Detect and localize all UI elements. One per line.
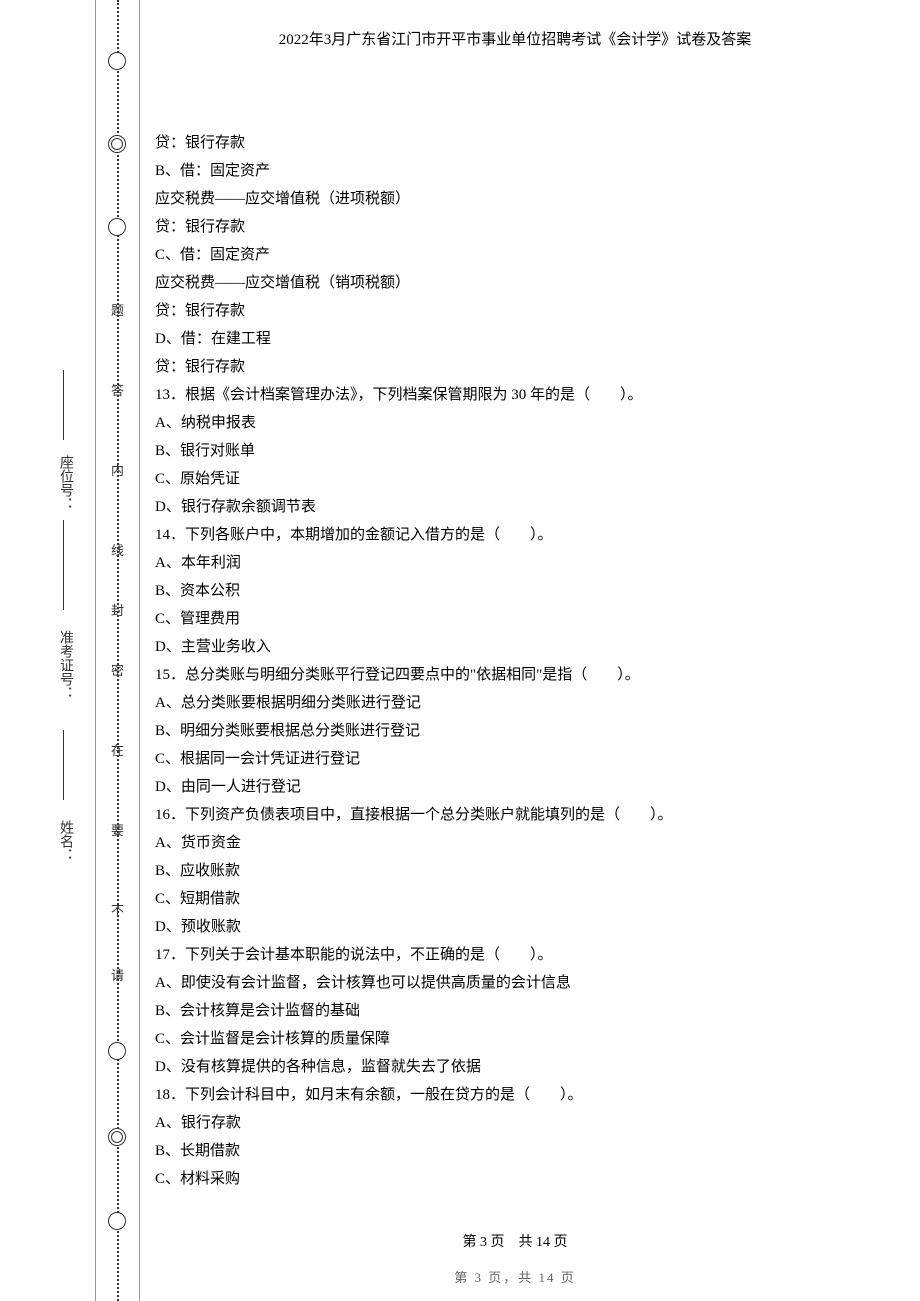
content-line: C、借：固定资产 [155,241,875,269]
content-line: 贷：银行存款 [155,297,875,325]
content-line: 13．根据《会计档案管理办法》，下列档案保管期限为 30 年的是（ ）。 [155,381,875,409]
content-line: A、总分类账要根据明细分类账进行登记 [155,689,875,717]
page-footer-1: 第 3 页 共 14 页 [155,1231,875,1251]
content-line: B、长期借款 [155,1137,875,1165]
content-line: D、预收账款 [155,913,875,941]
content-line: D、没有核算提供的各种信息，监督就失去了依据 [155,1053,875,1081]
content-line: B、资本公积 [155,577,875,605]
content-line: A、货币资金 [155,829,875,857]
content-line: B、银行对账单 [155,437,875,465]
content-line: A、本年利润 [155,549,875,577]
content-line: C、短期借款 [155,885,875,913]
side-label-seat: 座位号： [55,455,75,511]
content-line: 18．下列会计科目中，如月末有余额，一般在贷方的是（ ）。 [155,1081,875,1109]
content-line: 16．下列资产负债表项目中，直接根据一个总分类账户就能填列的是（ ）。 [155,801,875,829]
content-line: B、会计核算是会计监督的基础 [155,997,875,1025]
binding-char: 请 [111,965,132,984]
content-line: A、纳税申报表 [155,409,875,437]
binding-circle [108,1128,126,1146]
content-line: 应交税费——应交增值税（销项税额） [155,269,875,297]
content-line: C、材料采购 [155,1165,875,1193]
binding-circle [108,1212,126,1230]
binding-char: 在 [111,740,132,759]
content-line: 应交税费——应交增值税（进项税额） [155,185,875,213]
binding-circle [108,218,126,236]
content-line: 贷：银行存款 [155,353,875,381]
content-line: D、银行存款余额调节表 [155,493,875,521]
binding-circle [108,1042,126,1060]
side-line-examId [63,520,64,610]
content-line: C、管理费用 [155,605,875,633]
content-line: B、应收账款 [155,857,875,885]
content-line: D、由同一人进行登记 [155,773,875,801]
binding-char: 答 [111,380,132,399]
content-line: 贷：银行存款 [155,129,875,157]
content-line: A、银行存款 [155,1109,875,1137]
side-line-name [63,730,64,800]
content-line: 17．下列关于会计基本职能的说法中，不正确的是（ ）。 [155,941,875,969]
page-footer-2: 第 3 页，共 14 页 [155,1267,875,1286]
side-line-seat [63,370,64,440]
content-line: D、借：在建工程 [155,325,875,353]
content-line: B、借：固定资产 [155,157,875,185]
document-content: 2022年3月广东省江门市开平市事业单位招聘考试《会计学》试卷及答案 贷：银行存… [155,28,875,1193]
binding-char: 内 [111,460,132,479]
content-line: C、原始凭证 [155,465,875,493]
binding-char: 密 [111,660,132,679]
binding-char: 要 [111,820,132,839]
binding-char: 不 [111,900,132,919]
side-label-name: 姓名： [55,820,75,862]
content-line: 贷：银行存款 [155,213,875,241]
content-line: C、根据同一会计凭证进行登记 [155,745,875,773]
binding-char: 题 [111,300,132,319]
content-line: 15．总分类账与明细分类账平行登记四要点中的"依据相同"是指（ ）。 [155,661,875,689]
exam-title: 2022年3月广东省江门市开平市事业单位招聘考试《会计学》试卷及答案 [155,28,875,49]
binding-circle [108,135,126,153]
content-line: D、主营业务收入 [155,633,875,661]
content-line: B、明细分类账要根据总分类账进行登记 [155,717,875,745]
content-line: A、即使没有会计监督，会计核算也可以提供高质量的会计信息 [155,969,875,997]
content-line: 14．下列各账户中，本期增加的金额记入借方的是（ ）。 [155,521,875,549]
binding-char: 线 [111,540,132,559]
binding-dotted-line [117,0,119,1301]
binding-circle [108,52,126,70]
binding-char: 封 [111,600,132,619]
side-label-examId: 准考证号： [55,630,75,700]
content-line: C、会计监督是会计核算的质量保障 [155,1025,875,1053]
